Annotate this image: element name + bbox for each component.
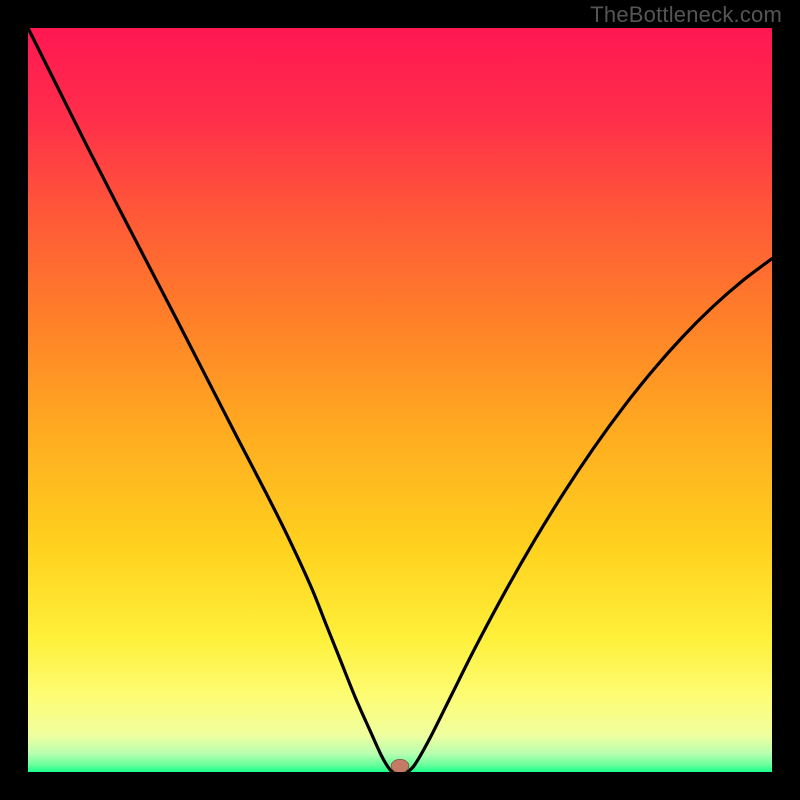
bottleneck-chart [28,28,772,772]
plot-area [28,28,772,772]
gradient-background [28,28,772,772]
watermark-text: TheBottleneck.com [590,2,782,28]
minimum-marker [391,759,409,772]
chart-frame: TheBottleneck.com [0,0,800,800]
